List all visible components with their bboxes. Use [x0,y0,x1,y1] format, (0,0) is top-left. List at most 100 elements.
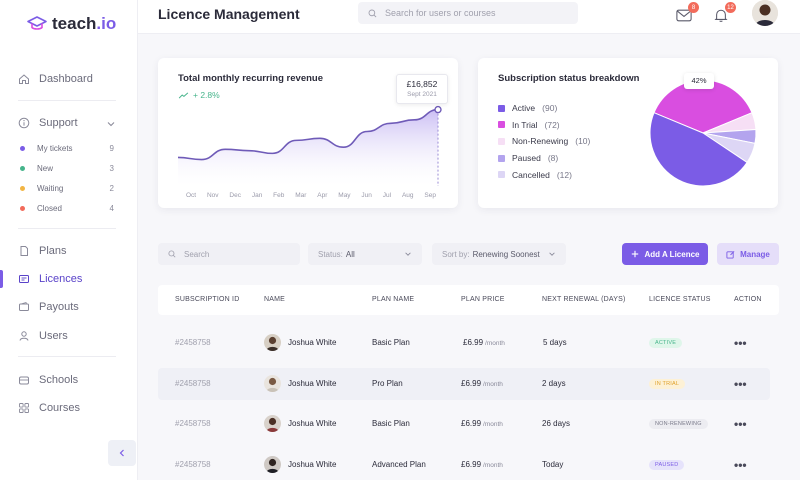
chevron-down-icon [405,252,411,256]
sidebar-item-users[interactable]: Users [18,328,68,344]
notification-badge: 12 [725,2,736,13]
sidebar-item-label: Dashboard [39,73,93,85]
chevron-down-icon [549,252,555,256]
active-indicator [0,270,3,288]
column-header-licence-status[interactable]: LICENCE STATUS [649,296,711,303]
legend-swatch [498,171,505,179]
top-header: Licence Management Search for users or c… [138,0,800,34]
edit-icon [726,250,735,259]
sidebar-item-plans[interactable]: Plans [18,243,67,259]
sidebar: teach.io Dashboard Support My tickets 9 … [0,0,138,480]
subscription-id: #2458758 [175,419,211,428]
tooltip-date: Sept 2021 [407,91,437,98]
breakdown-card: Subscription status breakdown Active (90… [478,58,778,208]
search-placeholder: Search for users or courses [385,8,496,18]
pie-slice-active[interactable] [649,112,748,187]
table-row[interactable]: #2458758 Joshua White Basic Plan £6.99/m… [158,408,770,440]
plan-name: Basic Plan [372,419,410,428]
sidebar-item-courses[interactable]: Courses [18,400,80,416]
growth-value: + 2.8% [193,90,220,100]
mail-icon [676,9,692,21]
plan-name: Pro Plan [372,379,403,388]
user-name: Joshua White [288,460,337,469]
legend-item-active: Active (90) [498,100,590,117]
table-row[interactable]: #2458758 Joshua White Advanced Plan £6.9… [158,449,770,480]
sidebar-subitem-new[interactable]: New 3 [20,164,114,173]
sidebar-item-licences[interactable]: Licences [18,271,82,287]
sidebar-item-label: Courses [39,402,80,414]
status-dot [20,146,25,151]
sidebar-divider [18,228,116,229]
x-tick-label: Nov [206,192,219,199]
mail-button[interactable]: 8 [674,2,699,24]
notifications-button[interactable]: 12 [711,2,736,24]
licence-search-input[interactable]: Search [158,243,300,265]
column-header-name[interactable]: NAME [264,296,286,303]
sidebar-item-dashboard[interactable]: Dashboard [18,71,93,87]
add-licence-button[interactable]: Add A Licence [622,243,708,265]
plan-name: Advanced Plan [372,460,426,469]
plus-icon [631,250,638,258]
x-tick-label: Jun [361,192,372,199]
document-icon [18,245,30,257]
status-badge: IN TRIAL [649,379,686,389]
search-placeholder: Search [184,249,210,259]
ticket-count: 2 [109,184,114,193]
graduation-cap-icon [27,16,47,30]
sidebar-item-schools[interactable]: Schools [18,372,78,388]
global-search-input[interactable]: Search for users or courses [358,2,578,24]
more-actions-icon[interactable]: ••• [734,377,747,391]
column-header-next-renewal[interactable]: NEXT RENEWAL (DAYS) [542,296,626,303]
grid-icon [18,402,30,414]
sidebar-item-support[interactable]: Support [18,115,78,131]
more-actions-icon[interactable]: ••• [734,458,747,472]
sidebar-item-label: Payouts [39,301,79,313]
sidebar-subitem-waiting[interactable]: Waiting 2 [20,184,114,193]
subscription-id: #2458758 [175,460,211,469]
sidebar-subitem-closed[interactable]: Closed 4 [20,204,114,213]
sidebar-item-label: Schools [39,374,79,386]
subscription-id: #2458758 [175,379,211,388]
legend-swatch [498,121,505,129]
x-tick-label: Jul [382,192,392,199]
breakdown-title: Subscription status breakdown [498,73,640,84]
next-renewal: 2 days [542,379,566,388]
table-row[interactable]: #2458758 Joshua White Pro Plan £6.99/mon… [158,368,770,400]
status-pie-chart [649,79,757,187]
plan-price: £6.99/month [463,338,505,347]
chevron-down-icon[interactable] [106,119,116,129]
sidebar-item-label: Licences [39,273,83,285]
status-filter-select[interactable]: Status: All [308,243,422,265]
table-row[interactable]: #2458758 Joshua White Basic Plan £6.99/m… [158,327,770,359]
legend-swatch [498,104,505,112]
wallet-icon [18,301,30,313]
brand-logo[interactable]: teach.io [26,14,116,34]
column-header-subscription-id[interactable]: SUBSCRIPTION ID [175,296,240,303]
more-actions-icon[interactable]: ••• [734,336,747,350]
sidebar-divider [18,356,116,357]
sidebar-item-label: Support [39,117,78,129]
avatar [264,415,281,432]
user-name: Joshua White [288,419,337,428]
sidebar-subitem-my-tickets[interactable]: My tickets 9 [20,144,114,153]
more-actions-icon[interactable]: ••• [734,417,747,431]
manage-button[interactable]: Manage [717,243,779,265]
plan-name: Basic Plan [372,338,410,347]
column-header-plan-name[interactable]: PLAN NAME [372,296,415,303]
status-filter-value: All [345,249,355,259]
highlight-point[interactable] [434,105,442,114]
next-renewal: Today [542,460,564,469]
ticket-count: 4 [109,204,114,213]
column-header-plan-price[interactable]: PLAN PRICE [461,296,505,303]
sidebar-item-payouts[interactable]: Payouts [18,299,79,315]
sort-select[interactable]: Sort by: Renewing Soonest [432,243,566,265]
user-avatar[interactable] [752,0,778,26]
pie-callout: 42% [684,73,714,89]
legend-item-paused: Paused (8) [498,150,590,167]
chevron-left-icon [119,449,124,457]
page-title: Licence Management [158,6,300,22]
status-badge: ACTIVE [649,338,683,348]
collapse-sidebar-button[interactable] [108,440,136,466]
revenue-card: Total monthly recurring revenue + 2.8% £… [158,58,458,208]
legend-swatch [498,137,505,145]
